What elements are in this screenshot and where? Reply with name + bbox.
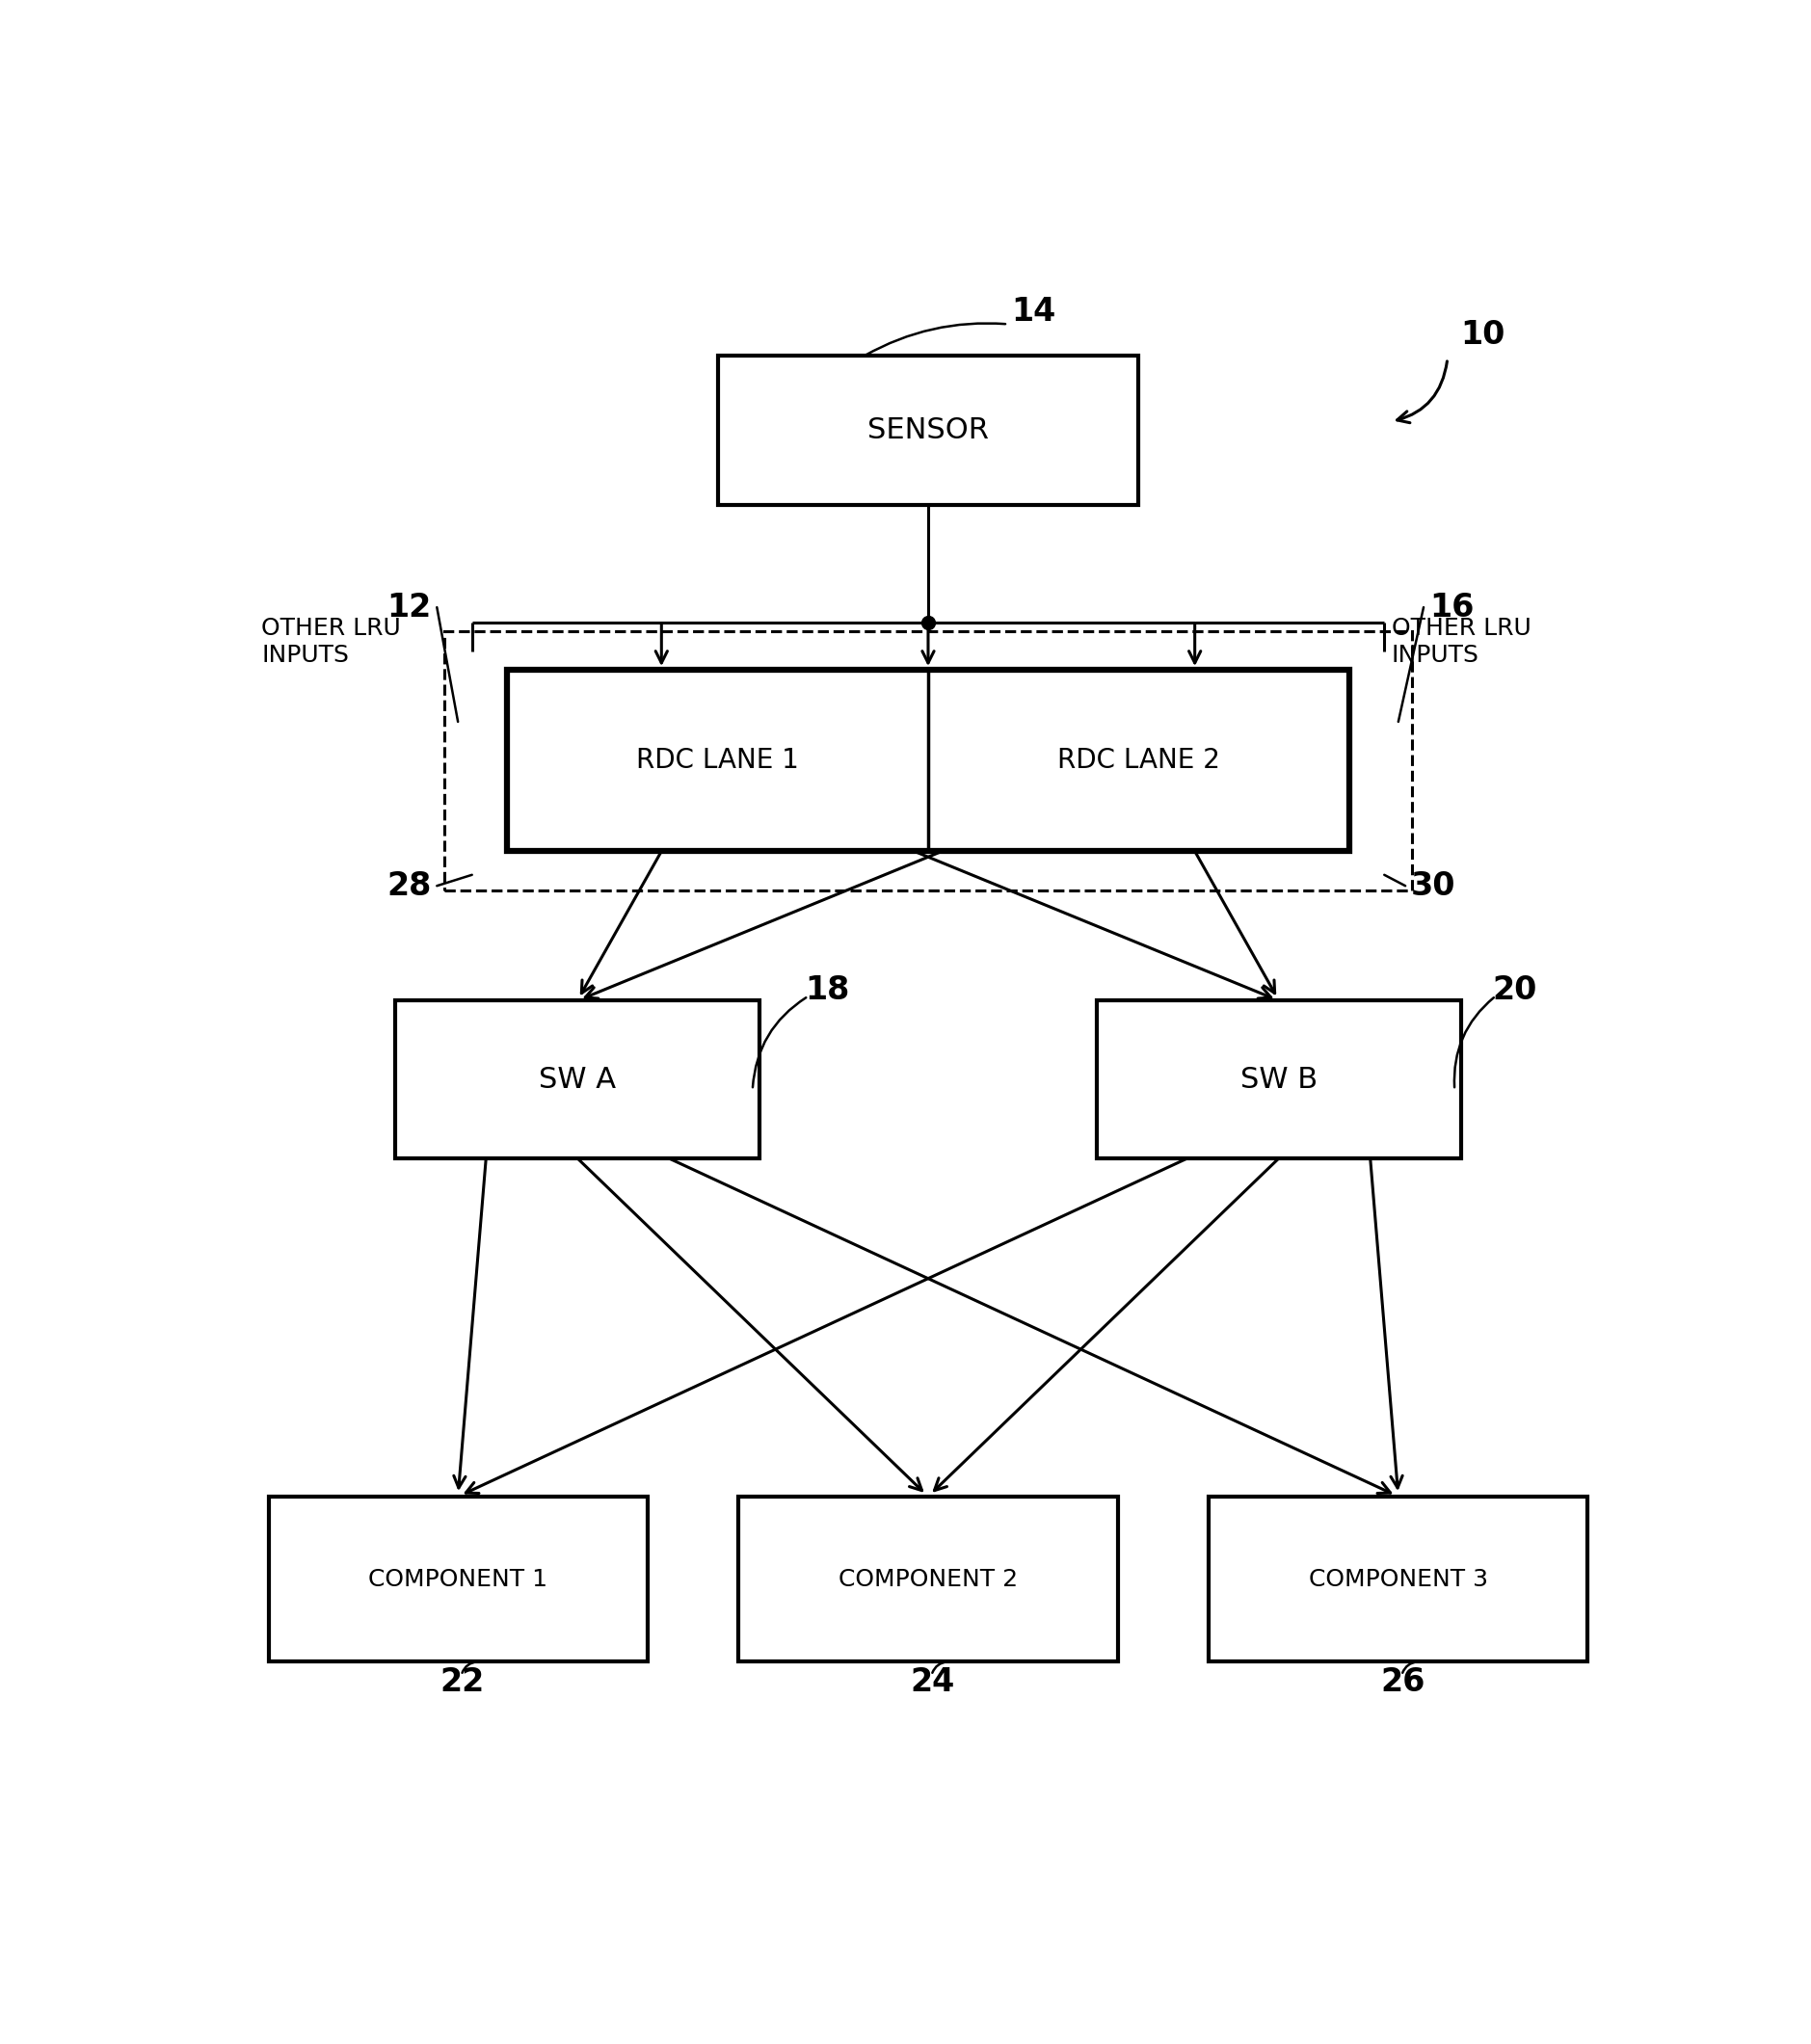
Bar xyxy=(444,632,1413,891)
Bar xyxy=(268,1496,648,1662)
Text: SW B: SW B xyxy=(1241,1065,1318,1094)
Bar xyxy=(507,670,1349,850)
Text: 30: 30 xyxy=(1411,871,1456,901)
Text: 10: 10 xyxy=(1460,319,1505,352)
Text: 20: 20 xyxy=(1492,973,1538,1006)
Bar xyxy=(395,1002,761,1159)
Text: SW A: SW A xyxy=(538,1065,616,1094)
Text: COMPONENT 1: COMPONENT 1 xyxy=(368,1568,547,1590)
Text: 24: 24 xyxy=(911,1666,954,1699)
Text: RDC LANE 1: RDC LANE 1 xyxy=(636,748,799,775)
Bar xyxy=(1096,1002,1461,1159)
Text: COMPONENT 2: COMPONENT 2 xyxy=(838,1568,1018,1590)
Bar xyxy=(739,1496,1117,1662)
Text: 12: 12 xyxy=(386,591,431,623)
Text: RDC LANE 2: RDC LANE 2 xyxy=(1058,748,1221,775)
Text: OTHER LRU
INPUTS: OTHER LRU INPUTS xyxy=(261,617,400,666)
Text: COMPONENT 3: COMPONENT 3 xyxy=(1309,1568,1489,1590)
Text: 18: 18 xyxy=(804,973,849,1006)
Bar xyxy=(717,356,1139,505)
Text: 28: 28 xyxy=(386,871,431,901)
Text: SENSOR: SENSOR xyxy=(867,417,989,444)
Bar xyxy=(1210,1496,1588,1662)
Text: 26: 26 xyxy=(1380,1666,1425,1699)
Text: 22: 22 xyxy=(440,1666,485,1699)
Text: OTHER LRU
INPUTS: OTHER LRU INPUTS xyxy=(1391,617,1530,666)
Text: 14: 14 xyxy=(1011,296,1056,327)
Text: 16: 16 xyxy=(1429,591,1474,623)
